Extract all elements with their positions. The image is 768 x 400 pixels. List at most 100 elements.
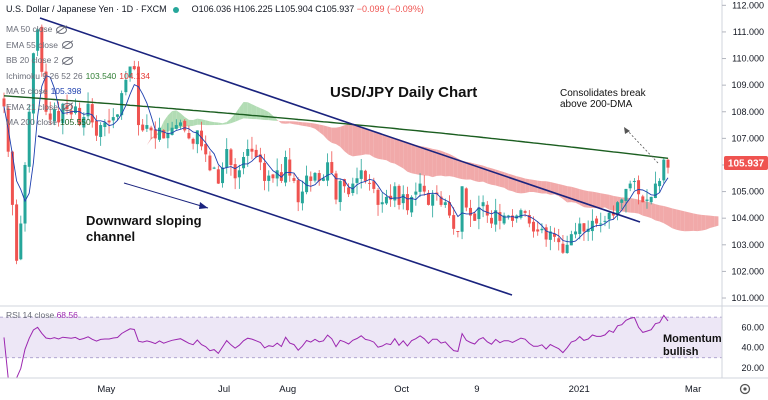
- cloud-bearish-segment: [319, 124, 324, 136]
- candle-body: [292, 178, 296, 181]
- indicator-row[interactable]: MA 200 close 105.550: [6, 117, 91, 127]
- cloud-bearish-segment: [457, 158, 463, 180]
- price-tick-label: 108.000: [731, 107, 764, 117]
- indicator-row[interactable]: EMA 55 close: [6, 40, 73, 50]
- candle-body: [115, 114, 119, 117]
- cloud-bullish-segment: [218, 122, 223, 125]
- candle-body: [225, 149, 229, 168]
- candle-body: [145, 125, 149, 129]
- candle-body: [544, 227, 548, 240]
- candle-body: [342, 179, 346, 187]
- candle-body: [128, 66, 132, 78]
- candle-body: [179, 122, 183, 126]
- candle-body: [40, 26, 44, 72]
- candle-body: [368, 182, 372, 184]
- candle-body: [578, 223, 582, 235]
- cloud-bullish-segment: [243, 102, 248, 119]
- breakout-arrow-head: [624, 127, 630, 134]
- candle-body: [136, 66, 140, 126]
- symbol-title[interactable]: U.S. Dollar / Japanese Yen · 1D · FXCM: [6, 4, 167, 14]
- hidden-eye-icon[interactable]: [56, 25, 68, 34]
- cloud-bearish-segment: [302, 122, 307, 127]
- candle-body: [658, 180, 662, 187]
- candle-body: [237, 170, 241, 178]
- cloud-bearish-segment: [710, 215, 715, 229]
- cloud-bearish-segment: [382, 134, 387, 161]
- cloud-bullish-segment: [193, 118, 198, 126]
- cloud-bearish-segment: [512, 174, 517, 193]
- cloud-bearish-segment: [314, 123, 320, 133]
- cloud-bearish-segment: [361, 126, 366, 156]
- candle-body: [540, 228, 544, 231]
- cloud-bearish-segment: [516, 176, 521, 194]
- candle-body: [523, 211, 527, 213]
- candle-body: [338, 180, 342, 203]
- consolidates-label-1: Consolidates break: [560, 88, 647, 99]
- price-tick-label: 103.000: [731, 240, 764, 250]
- cloud-bearish-segment: [638, 199, 643, 216]
- indicator-row[interactable]: MA 50 close: [6, 24, 68, 34]
- price-axis[interactable]: 112.000 111.000 110.000 109.000 108.000 107.0…: [722, 0, 764, 303]
- cloud-bullish-segment: [247, 102, 252, 119]
- cloud-bullish-segment: [209, 121, 215, 126]
- cloud-bearish-segment: [600, 193, 605, 209]
- candle-body: [511, 215, 515, 221]
- cloud-bullish-segment: [172, 110, 177, 130]
- cloud-bearish-segment: [541, 181, 547, 194]
- candle-body: [460, 186, 464, 232]
- candle-body: [149, 127, 153, 131]
- candle-body: [250, 148, 254, 152]
- candle-body: [481, 202, 485, 207]
- rsi-band: [0, 317, 722, 358]
- candle-body: [632, 180, 636, 182]
- cloud-bearish-segment: [285, 121, 290, 124]
- candle-body: [221, 167, 225, 184]
- candle-body: [502, 215, 506, 224]
- candle-body: [616, 202, 620, 215]
- candle-body: [624, 188, 628, 201]
- indicator-row[interactable]: BB 20 close 2: [6, 55, 74, 65]
- cloud-bearish-segment: [714, 216, 719, 227]
- cloud-bearish-segment: [399, 139, 404, 169]
- candle-body: [582, 223, 586, 232]
- indicator-label: Ichimoku 9 26 52 26: [6, 70, 83, 81]
- cloud-bearish-segment: [340, 125, 345, 152]
- indicator-row[interactable]: EMA 21 close: [6, 102, 73, 112]
- candle-body: [355, 178, 359, 183]
- candle-body: [439, 196, 443, 205]
- candle-body: [498, 212, 502, 221]
- candle-body: [359, 170, 363, 179]
- cloud-bearish-segment: [432, 148, 437, 178]
- hidden-eye-icon[interactable]: [61, 103, 73, 112]
- rsi-tick-label: 20.00: [741, 363, 764, 373]
- indicator-row[interactable]: MA 5 close 105.398: [6, 86, 81, 96]
- indicator-row[interactable]: Ichimoku 9 26 52 26 103.540 104.134: [6, 71, 150, 81]
- candle-body: [82, 117, 86, 128]
- candle-body: [452, 215, 456, 229]
- indicator-label: EMA 21 close: [6, 101, 58, 112]
- candle-body: [489, 217, 493, 224]
- cloud-bearish-segment: [386, 135, 391, 163]
- rsi-axis[interactable]: 60.00 40.00 20.00: [741, 322, 764, 373]
- cloud-bearish-segment: [373, 132, 379, 159]
- cloud-bullish-segment: [121, 154, 126, 181]
- candle-body: [641, 196, 645, 203]
- cloud-bullish-segment: [260, 108, 265, 120]
- cloud-bearish-segment: [491, 168, 496, 186]
- cloud-bearish-segment: [445, 152, 450, 177]
- candle-body: [191, 138, 195, 144]
- channel-arrow-head: [199, 202, 208, 209]
- candle-body: [649, 196, 653, 203]
- candle-body: [637, 180, 641, 195]
- candle-body: [309, 176, 313, 181]
- rsi-tick-label: 40.00: [741, 343, 764, 353]
- time-axis[interactable]: May Jul Aug Oct 9 2021 Mar: [97, 384, 701, 395]
- hidden-eye-icon[interactable]: [61, 41, 73, 50]
- cloud-bearish-segment: [672, 208, 677, 230]
- hidden-eye-icon[interactable]: [62, 56, 74, 65]
- settings-gear-icon[interactable]: [739, 383, 751, 395]
- indicator-value: 103.540: [85, 70, 117, 81]
- candle-body: [536, 229, 540, 232]
- candle-body: [90, 104, 94, 123]
